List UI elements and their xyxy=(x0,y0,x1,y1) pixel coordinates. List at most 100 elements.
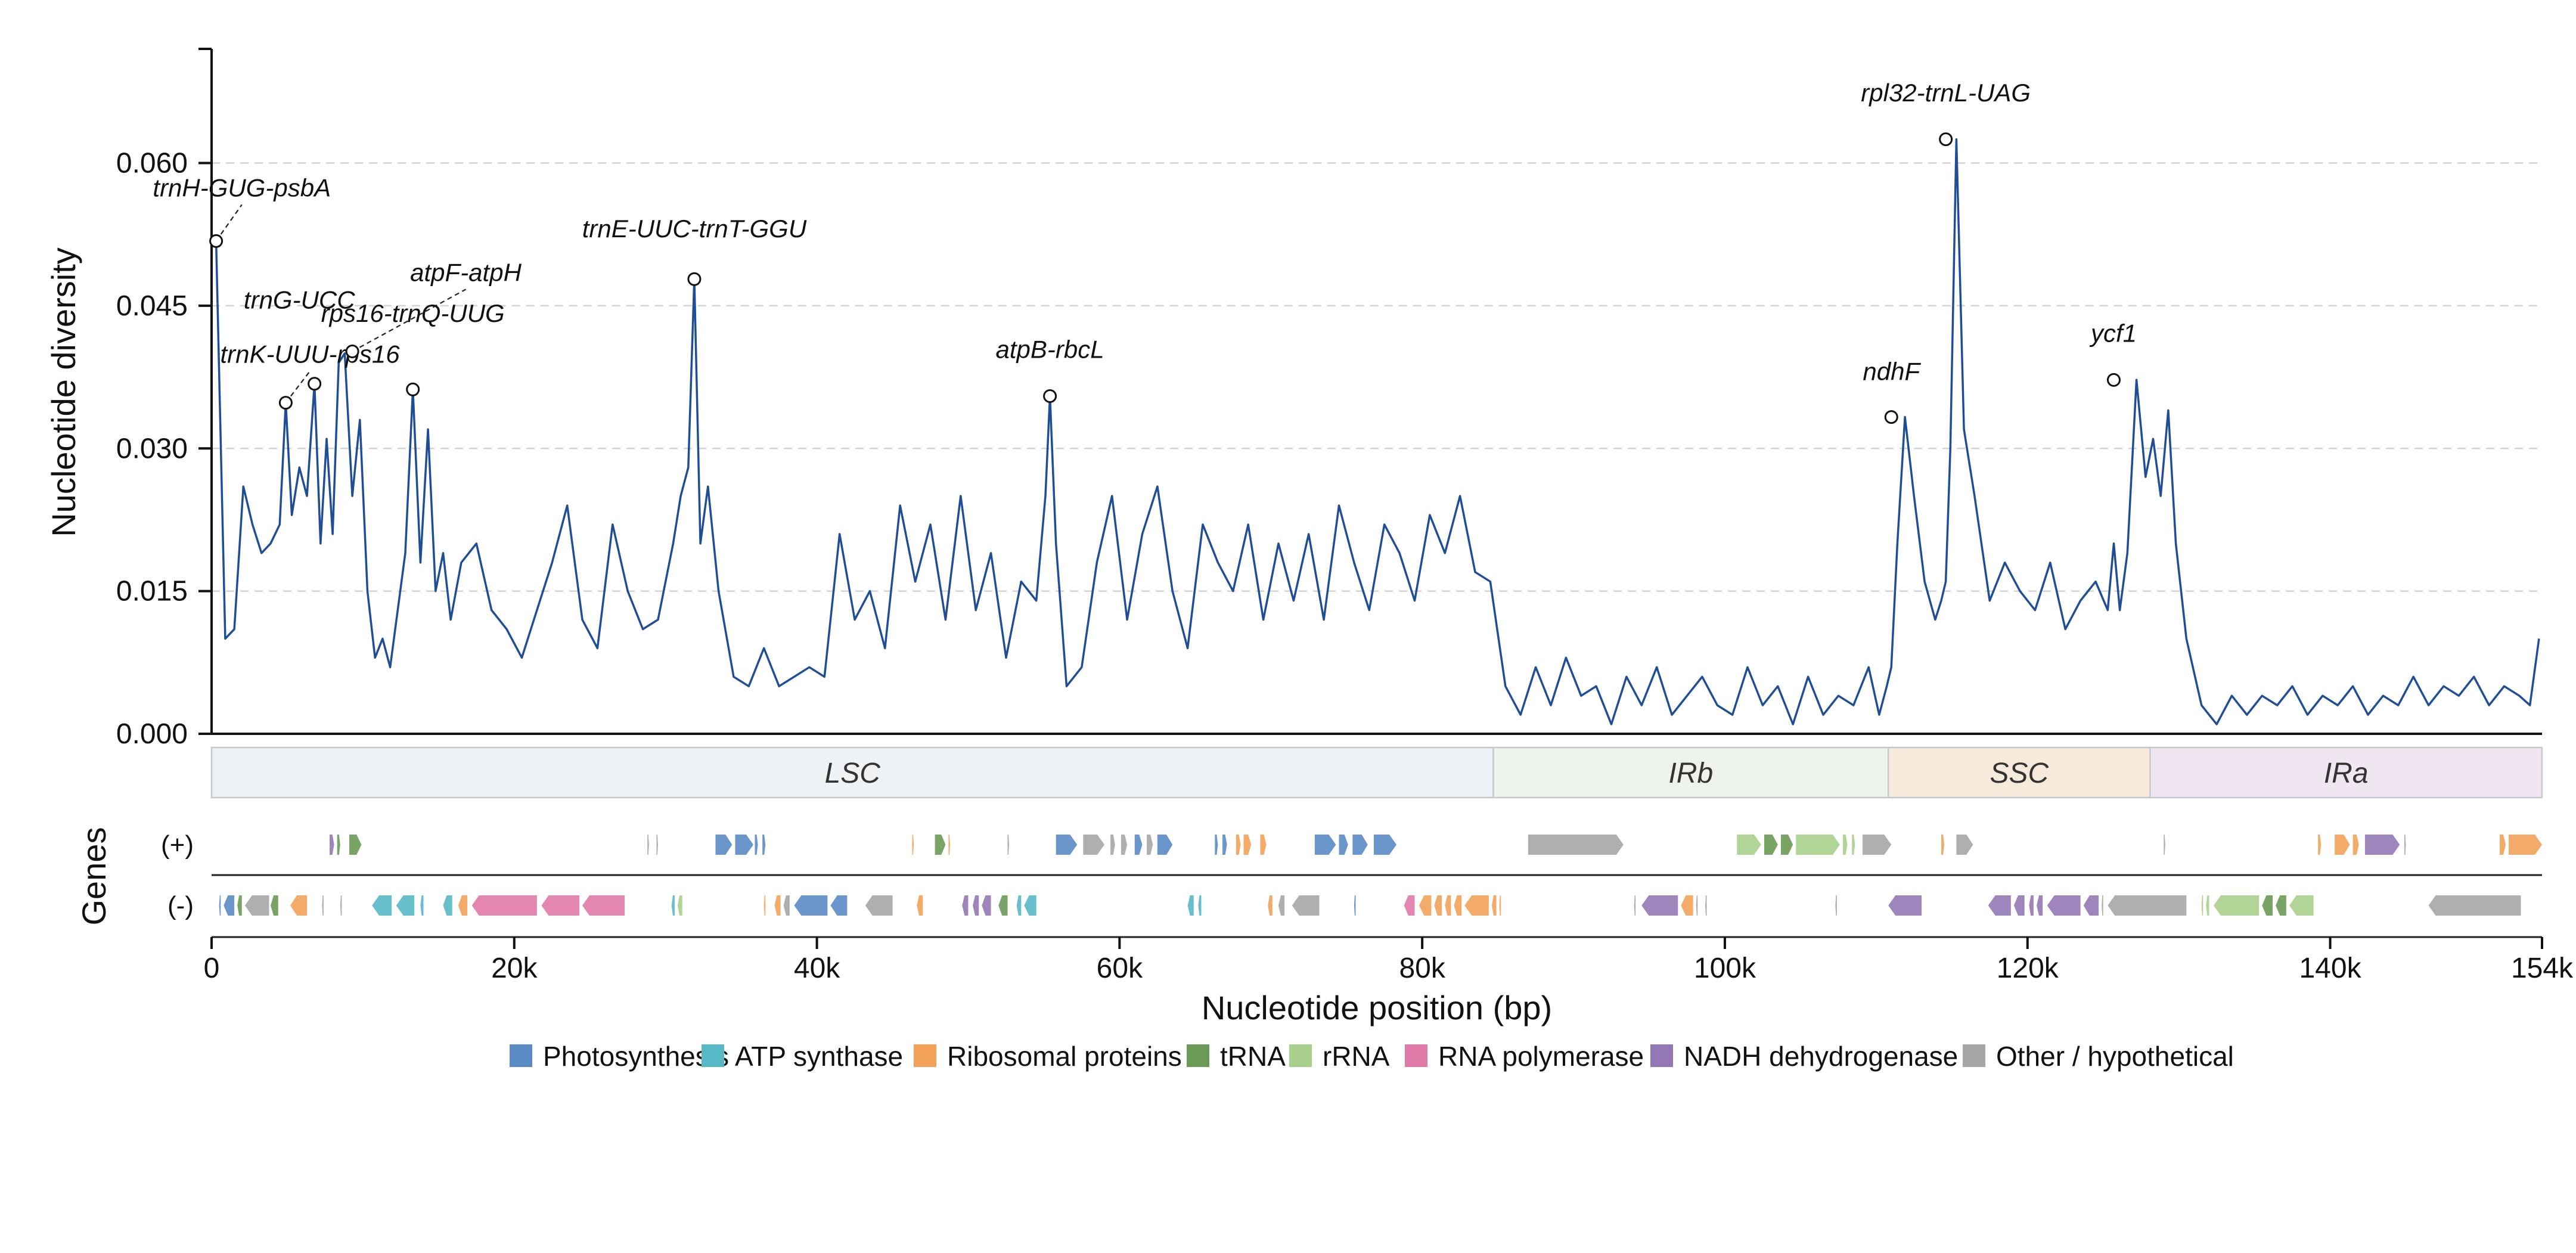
gene-plus xyxy=(715,835,733,855)
y-tick-label: 0.045 xyxy=(116,290,188,322)
x-tick-label: 140k xyxy=(2299,953,2361,984)
legend-label: Other / hypothetical xyxy=(1996,1041,2234,1072)
gene-plus xyxy=(948,835,951,855)
gene-minus xyxy=(2029,895,2034,916)
legend-swatch xyxy=(914,1044,936,1067)
gene-plus xyxy=(647,835,649,855)
annotation-layer: trnH-GUG-psbA trnK-UUU-rps16 trnG-UCC atpF-… xyxy=(153,79,2137,424)
gene-minus xyxy=(396,895,415,916)
gene-minus xyxy=(271,895,278,916)
gene-minus xyxy=(1696,895,1698,916)
region-segment xyxy=(210,746,1494,799)
gene-plus xyxy=(1215,835,1218,855)
gene-plus xyxy=(935,835,946,855)
grid-layer xyxy=(212,162,2542,592)
annotation-label: atpF-atpH xyxy=(410,258,522,286)
gene-minus xyxy=(783,895,790,916)
gene-minus xyxy=(443,895,452,916)
gene-minus xyxy=(962,895,969,916)
y-tick-label: 0.030 xyxy=(116,433,188,464)
gene-plus xyxy=(2352,835,2359,855)
x-tick-label: 60k xyxy=(1097,953,1143,984)
gene-minus xyxy=(1705,895,1707,916)
gene-plus xyxy=(2318,835,2321,855)
gene-plus xyxy=(1843,835,1848,855)
gene-plus xyxy=(1764,835,1778,855)
gene-plus xyxy=(1352,835,1368,855)
gene-minus xyxy=(1268,895,1273,916)
annotation-label: atpB-rbcL xyxy=(996,336,1104,364)
gene-minus xyxy=(865,895,893,916)
gene-plus xyxy=(1780,835,1793,855)
y-tick-label: 0.015 xyxy=(116,576,188,607)
gene-plus xyxy=(1941,835,1945,855)
gene-plus xyxy=(1134,835,1143,855)
annotation-label: trnE-UUC-trnT-GGU xyxy=(582,215,807,243)
gene-minus xyxy=(1499,895,1501,916)
gene-plus xyxy=(1147,835,1153,855)
gene-minus xyxy=(1835,895,1837,916)
gene-minus xyxy=(1187,895,1194,916)
gene-plus xyxy=(1339,835,1348,855)
gene-minus xyxy=(1634,895,1636,916)
gene-plus xyxy=(762,835,766,855)
annotation-label: trnG-UCC xyxy=(244,286,355,314)
x-axis: 0 20k 40k 60k 80k 100k 120k 140k 154k xyxy=(204,937,2574,984)
gene-plus xyxy=(1157,835,1173,855)
gene-minus xyxy=(340,895,342,916)
gene-minus xyxy=(1016,895,1022,916)
gene-minus xyxy=(2013,895,2025,916)
gene-minus xyxy=(1454,895,1462,916)
gene-plus xyxy=(1528,835,1624,855)
gene-minus xyxy=(671,895,675,916)
gene-plus xyxy=(2509,835,2542,855)
gene-plus xyxy=(2364,835,2400,855)
strand-plus-label: (+) xyxy=(161,830,194,860)
gene-minus xyxy=(471,895,537,916)
x-tick-label: 100k xyxy=(1694,953,1756,984)
gene-minus xyxy=(2047,895,2081,916)
region-label: IRa xyxy=(2324,758,2369,789)
gene-minus xyxy=(219,895,221,916)
annotation-marker xyxy=(278,396,293,410)
gene-minus xyxy=(2428,895,2521,916)
annotation-marker xyxy=(1884,410,1898,424)
gene-plus xyxy=(1243,835,1252,855)
gene-minus xyxy=(2206,895,2209,916)
gene-minus xyxy=(541,895,579,916)
gene-minus xyxy=(1198,895,1202,916)
gene-track: (+) (-) xyxy=(161,830,2542,938)
gene-minus xyxy=(1419,895,1432,916)
gene-minus xyxy=(1445,895,1451,916)
gene-plus xyxy=(330,835,334,855)
gene-minus xyxy=(2083,895,2099,916)
y-axis-title: Nucleotide diversity xyxy=(45,247,82,537)
annotation-marker xyxy=(687,272,702,286)
gene-minus xyxy=(2201,895,2203,916)
legend-label: Photosynthesis xyxy=(543,1041,729,1072)
legend-swatch xyxy=(1963,1044,1985,1067)
gene-plus xyxy=(2164,835,2165,855)
gene-minus xyxy=(2276,895,2286,916)
gene-minus xyxy=(244,895,269,916)
gene-minus xyxy=(774,895,781,916)
gene-plus xyxy=(1236,835,1241,855)
gene-plus xyxy=(337,835,340,855)
legend-label: ATP synthase xyxy=(735,1041,903,1072)
annotation-marker xyxy=(209,234,224,248)
annotation-marker xyxy=(308,377,322,391)
gene-plus xyxy=(1373,835,1397,855)
gene-minus xyxy=(973,895,979,916)
diversity-line-layer xyxy=(215,138,2540,725)
gene-minus xyxy=(2289,895,2314,916)
annotation-label: ndhF xyxy=(1863,357,1921,385)
annotation-label: trnK-UUU-rps16 xyxy=(221,340,401,368)
gene-minus xyxy=(1464,895,1489,916)
region-segment xyxy=(1492,746,1889,799)
annotation-marker xyxy=(345,344,359,358)
gene-minus xyxy=(237,895,242,916)
annotation-label: rpl32-trnL-UAG xyxy=(1861,79,2031,107)
gene-minus xyxy=(1434,895,1442,916)
legend-swatch xyxy=(1187,1044,1209,1067)
